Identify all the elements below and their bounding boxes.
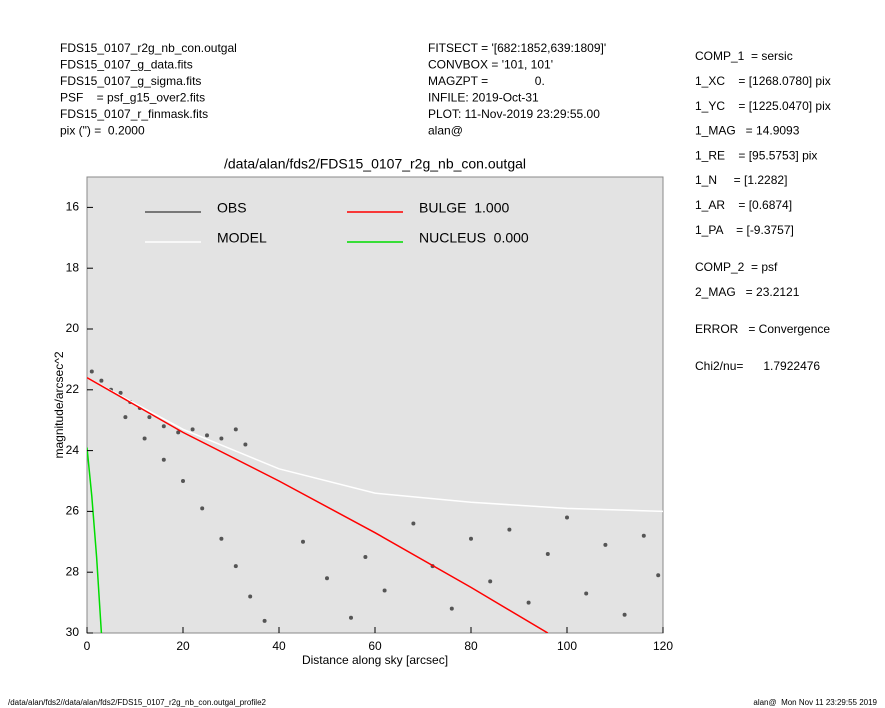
plot-content — [87, 369, 663, 633]
data-point — [118, 390, 123, 395]
fit-info-line: 1_AR = [0.6874] — [695, 198, 792, 212]
header-middle-line: FITSECT = '[682:1852,639:1809]' — [428, 41, 606, 55]
header-left-line: PSF = psf_g15_over2.fits — [60, 91, 205, 105]
y-tick-label: 18 — [66, 260, 80, 274]
data-point — [469, 536, 473, 541]
data-point — [565, 515, 569, 520]
data-line — [87, 376, 663, 513]
data-point — [248, 594, 253, 599]
x-tick-label: 120 — [653, 639, 673, 653]
data-point — [190, 427, 195, 432]
data-point — [507, 527, 512, 532]
data-point — [233, 427, 238, 432]
fit-info-line: Chi2/nu= 1.7922476 — [695, 359, 820, 373]
legend-label: BULGE 1.000 — [419, 200, 509, 216]
x-axis-label: Distance along sky [arcsec] — [302, 653, 448, 667]
data-line — [87, 376, 549, 633]
fit-info-line: 1_XC = [1268.0780] pix — [695, 74, 831, 88]
data-point — [603, 542, 608, 547]
y-tick-label: 24 — [66, 443, 80, 457]
data-point — [488, 579, 493, 584]
chart-title: /data/alan/fds2/FDS15_0107_r2g_nb_con.ou… — [224, 156, 526, 172]
data-point — [641, 533, 646, 538]
data-point — [123, 415, 128, 420]
x-tick-label: 40 — [272, 639, 286, 653]
y-tick-label: 20 — [66, 321, 80, 335]
header-middle-line: alan@ — [428, 124, 463, 138]
data-point — [656, 573, 661, 578]
y-tick-label: 26 — [66, 504, 80, 518]
fit-info-line: 1_YC = [1225.0470] pix — [695, 99, 831, 113]
data-point — [200, 506, 205, 511]
data-point — [219, 536, 224, 541]
y-tick-label: 30 — [66, 625, 80, 639]
y-tick-label: 22 — [66, 382, 80, 396]
fit-info-line: 1_RE = [95.5753] pix — [695, 148, 817, 162]
x-tick-label: 0 — [84, 639, 91, 653]
fit-info-line: 1_PA = [-9.3757] — [695, 223, 794, 237]
x-tick-label: 60 — [368, 639, 382, 653]
plot-area — [86, 176, 664, 634]
data-point — [301, 539, 305, 544]
data-line — [87, 447, 103, 633]
header-middle-line: PLOT: 11-Nov-2019 23:29:55.00 — [428, 107, 600, 121]
header-left-line: FDS15_0107_r_finmask.fits — [60, 107, 208, 121]
data-point — [161, 424, 166, 429]
fit-info-line: COMP_1 = sersic — [695, 49, 793, 63]
data-point — [161, 457, 166, 462]
y-tick-label: 16 — [66, 200, 80, 214]
x-tick-label: 20 — [176, 639, 190, 653]
data-point — [584, 591, 589, 596]
header-left-line: FDS15_0107_g_data.fits — [60, 58, 193, 72]
fit-info-line: 2_MAG = 23.2121 — [695, 285, 800, 299]
header-middle-line: INFILE: 2019-Oct-31 — [428, 91, 539, 105]
data-point — [449, 606, 454, 611]
fit-info-line: 1_N = [1.2282] — [695, 173, 787, 187]
header-left-line: pix (") = 0.2000 — [60, 124, 145, 138]
x-tick-label: 100 — [557, 639, 577, 653]
footer-left: /data/alan/fds2//data/alan/fds2/FDS15_01… — [8, 698, 267, 707]
header-left-line: FDS15_0107_g_sigma.fits — [60, 74, 201, 88]
data-point — [176, 430, 181, 435]
data-point — [382, 588, 387, 593]
header-middle-line: MAGZPT = 0. — [428, 74, 545, 88]
data-point — [243, 442, 248, 447]
legend-label: MODEL — [217, 230, 267, 246]
data-point — [363, 555, 368, 559]
data-point — [89, 369, 94, 374]
data-point — [219, 436, 224, 441]
legend-label: NUCLEUS 0.000 — [419, 230, 529, 246]
data-point — [411, 521, 416, 526]
y-axis-label: magnitude/arcsec^2 — [52, 351, 66, 458]
data-point — [142, 436, 147, 441]
x-tick-label: 80 — [464, 639, 478, 653]
data-point — [526, 600, 531, 605]
data-point — [181, 479, 185, 483]
footer-right: alan@ Mon Nov 11 23:29:55 2019 — [753, 698, 877, 707]
data-point — [205, 433, 209, 438]
fit-info-line: 1_MAG = 14.9093 — [695, 124, 800, 138]
data-point — [349, 615, 353, 620]
data-point — [99, 378, 104, 383]
fit-info-line: ERROR = Convergence — [695, 322, 830, 336]
header-middle-line: CONVBOX = '101, 101' — [428, 58, 553, 72]
data-point — [622, 612, 627, 617]
data-point — [325, 576, 329, 581]
y-tick-label: 28 — [66, 564, 80, 578]
data-point — [545, 551, 550, 556]
data-point — [262, 618, 267, 623]
data-point — [233, 564, 238, 569]
header-left-line: FDS15_0107_r2g_nb_con.outgal — [60, 41, 237, 55]
data-point — [147, 415, 152, 420]
legend-label: OBS — [217, 200, 247, 216]
fit-info-line: COMP_2 = psf — [695, 260, 778, 274]
